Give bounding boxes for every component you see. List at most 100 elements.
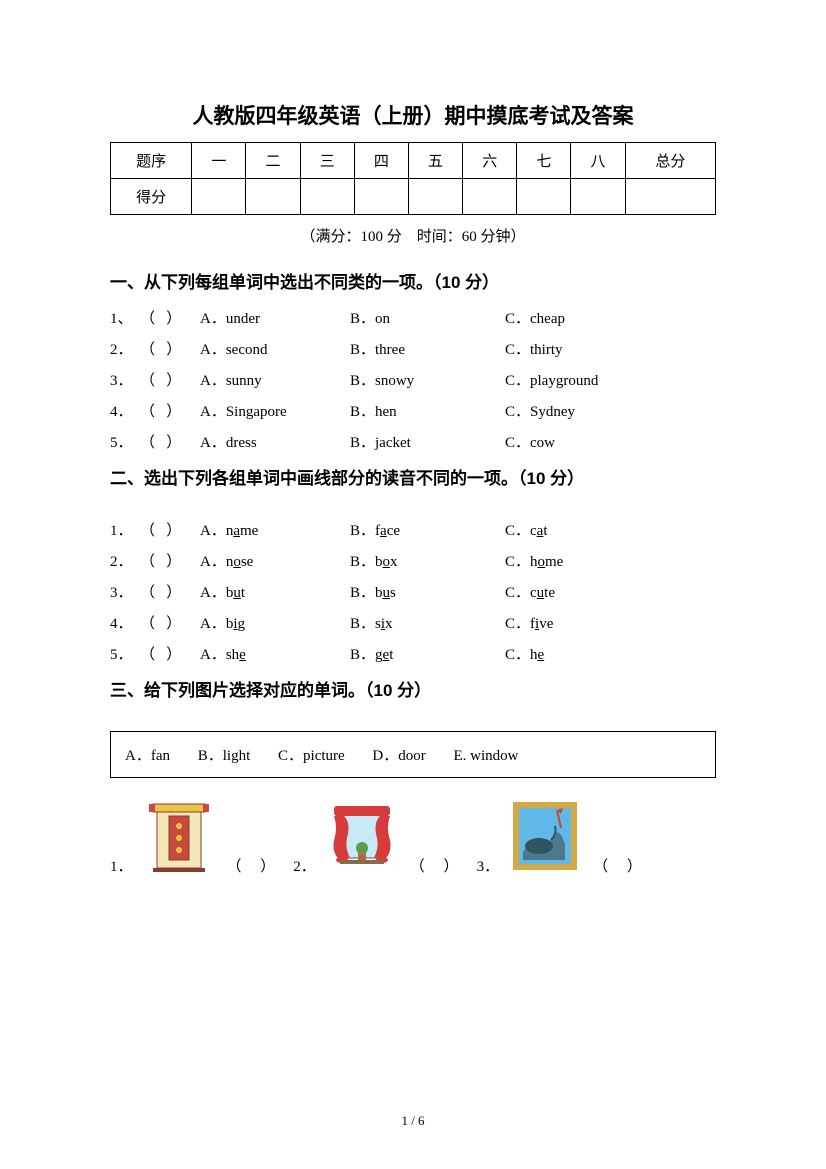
question-row: 3． （ ） A．sunny B．snowy C．playground: [110, 369, 716, 390]
score-cell[interactable]: [517, 179, 571, 215]
option-b: B．hen: [350, 400, 505, 421]
q-number: 3．: [477, 855, 500, 876]
option-c: C．picture: [278, 748, 345, 764]
answer-blank[interactable]: （ ）: [140, 307, 200, 328]
option-a: A．but: [200, 581, 350, 602]
option-c: C．he: [505, 643, 655, 664]
question-row: 2． （ ） A．nose B．box C．home: [110, 550, 716, 571]
option-b: B．snowy: [350, 369, 505, 390]
option-b: B．get: [350, 643, 505, 664]
answer-blank[interactable]: （ ）: [140, 643, 200, 664]
col-header: 二: [246, 143, 300, 179]
score-cell[interactable]: [354, 179, 408, 215]
door-icon: [139, 796, 219, 876]
option-a: A．dress: [200, 431, 350, 452]
image-question: 1． （ ）: [110, 796, 283, 876]
option-a: A．Singapore: [200, 400, 350, 421]
q-number: 2．: [293, 855, 316, 876]
score-cell[interactable]: [571, 179, 625, 215]
answer-blank[interactable]: （ ）: [140, 338, 200, 359]
answer-blank[interactable]: （ ）: [410, 855, 459, 876]
row-label: 得分: [111, 179, 192, 215]
answer-blank[interactable]: （ ）: [140, 431, 200, 452]
col-header: 四: [354, 143, 408, 179]
score-cell[interactable]: [300, 179, 354, 215]
image-question: 3． （ ）: [477, 796, 650, 876]
question-row: 4． （ ） A．big B．six C．five: [110, 612, 716, 633]
option-b: B．face: [350, 519, 505, 540]
q-number: 3．: [110, 369, 140, 390]
answer-blank[interactable]: （ ）: [140, 400, 200, 421]
image-question-row: 1． （ ） 2．: [110, 796, 716, 876]
option-b: B．box: [350, 550, 505, 571]
option-a: A．under: [200, 307, 350, 328]
option-a: A．name: [200, 519, 350, 540]
score-cell[interactable]: [192, 179, 246, 215]
option-a: A．fan: [125, 748, 170, 764]
q-number: 4．: [110, 400, 140, 421]
question-row: 3． （ ） A．but B．bus C．cute: [110, 581, 716, 602]
option-c: C．cat: [505, 519, 655, 540]
question-row: 1、 （ ） A．under B．on C．cheap: [110, 307, 716, 328]
section1-title: 一、从下列每组单词中选出不同类的一项。（10 分）: [110, 268, 716, 293]
option-c: C．cheap: [505, 307, 655, 328]
image-question: 2． （ ）: [293, 796, 466, 876]
option-c: C．thirty: [505, 338, 655, 359]
answer-blank[interactable]: （ ）: [140, 581, 200, 602]
q-number: 4．: [110, 612, 140, 633]
option-a: A．sunny: [200, 369, 350, 390]
answer-blank[interactable]: （ ）: [140, 519, 200, 540]
picture-icon: [505, 796, 585, 876]
q-number: 5．: [110, 431, 140, 452]
option-a: A．big: [200, 612, 350, 633]
col-header: 一: [192, 143, 246, 179]
question-row: 1． （ ） A．name B．face C．cat: [110, 519, 716, 540]
col-header: 三: [300, 143, 354, 179]
col-header: 六: [463, 143, 517, 179]
option-b: B．six: [350, 612, 505, 633]
exam-info: （满分：100 分 时间：60 分钟）: [110, 225, 716, 246]
table-row: 得分: [111, 179, 716, 215]
q-number: 1、: [110, 307, 140, 328]
option-a: A．nose: [200, 550, 350, 571]
option-a: A．she: [200, 643, 350, 664]
score-table: 题序 一 二 三 四 五 六 七 八 总分 得分: [110, 142, 716, 215]
question-row: 5． （ ） A．she B．get C．he: [110, 643, 716, 664]
q-number: 2．: [110, 338, 140, 359]
answer-blank[interactable]: （ ）: [140, 550, 200, 571]
option-e: E. window: [454, 748, 519, 764]
option-d: D．door: [372, 748, 425, 764]
q-number: 1．: [110, 519, 140, 540]
option-c: C．home: [505, 550, 655, 571]
q-number: 2．: [110, 550, 140, 571]
option-c: C．cute: [505, 581, 655, 602]
option-a: A．second: [200, 338, 350, 359]
q-number: 5．: [110, 643, 140, 664]
option-b: B．jacket: [350, 431, 505, 452]
option-b: B．three: [350, 338, 505, 359]
table-row: 题序 一 二 三 四 五 六 七 八 总分: [111, 143, 716, 179]
q-number: 1．: [110, 855, 133, 876]
section2-questions: 1． （ ） A．name B．face C．cat 2． （ ） A．nose…: [110, 519, 716, 664]
answer-blank[interactable]: （ ）: [140, 369, 200, 390]
question-row: 4． （ ） A．Singapore B．hen C．Sydney: [110, 400, 716, 421]
option-b: B．light: [198, 748, 251, 764]
answer-blank[interactable]: （ ）: [227, 855, 276, 876]
question-row: 2． （ ） A．second B．three C．thirty: [110, 338, 716, 359]
col-header: 七: [517, 143, 571, 179]
option-c: C．five: [505, 612, 655, 633]
score-cell[interactable]: [463, 179, 517, 215]
score-cell[interactable]: [625, 179, 715, 215]
score-cell[interactable]: [408, 179, 462, 215]
option-c: C．Sydney: [505, 400, 655, 421]
option-b: B．on: [350, 307, 505, 328]
window-icon: [322, 796, 402, 876]
options-box: A．fan B．light C．picture D．door E. window: [110, 731, 716, 778]
question-row: 5． （ ） A．dress B．jacket C．cow: [110, 431, 716, 452]
section1-questions: 1、 （ ） A．under B．on C．cheap 2． （ ） A．sec…: [110, 307, 716, 452]
score-cell[interactable]: [246, 179, 300, 215]
section2-title: 二、选出下列各组单词中画线部分的读音不同的一项。（10 分）: [110, 464, 716, 489]
answer-blank[interactable]: （ ）: [593, 855, 642, 876]
answer-blank[interactable]: （ ）: [140, 612, 200, 633]
col-header: 五: [408, 143, 462, 179]
